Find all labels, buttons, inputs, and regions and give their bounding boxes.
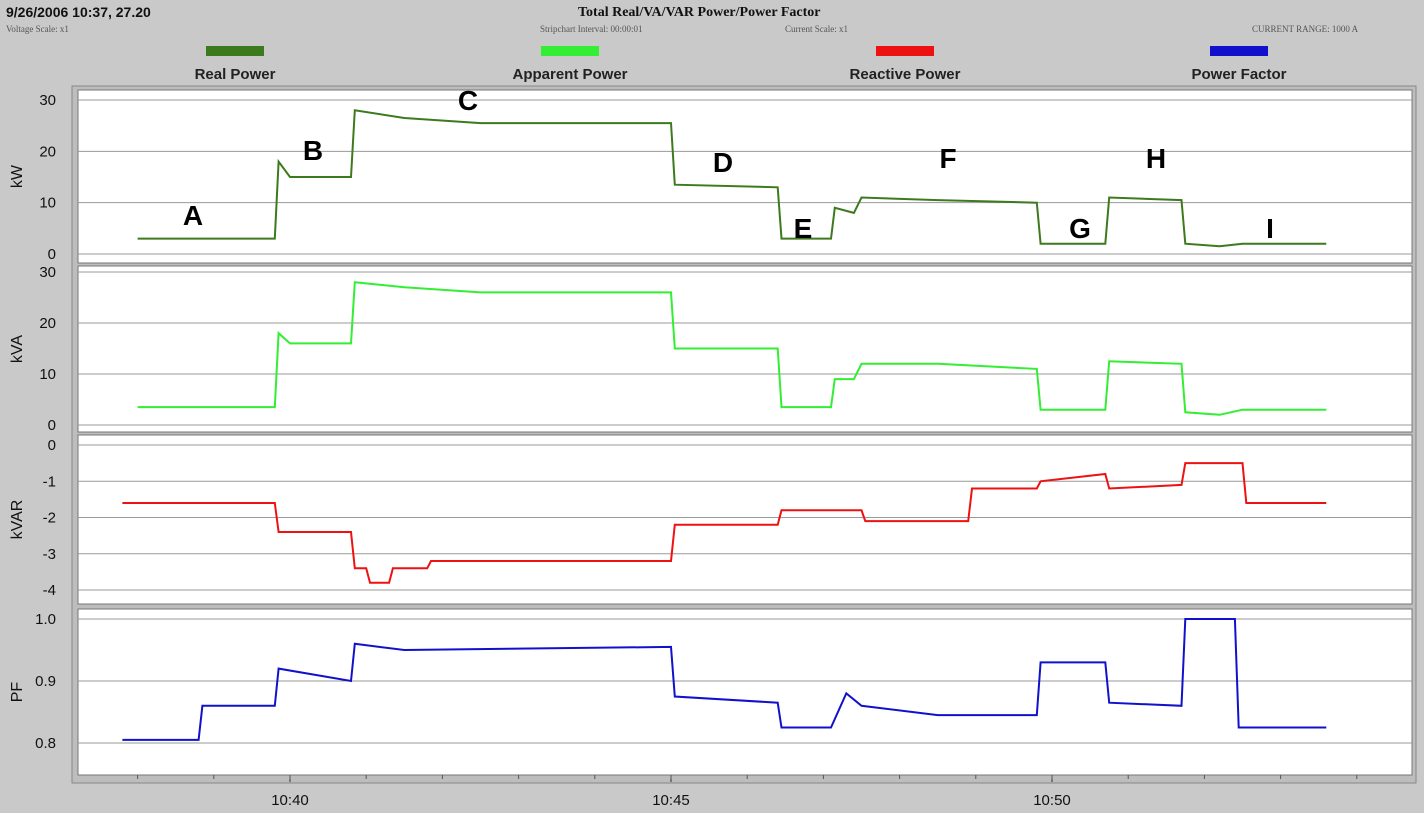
y-tick-label: 20 <box>39 143 56 160</box>
y-axis-title: kW <box>9 164 26 188</box>
y-axis-title: kVA <box>9 335 26 363</box>
annotation-c: C <box>458 85 478 116</box>
legend-label: Power Factor <box>1191 66 1287 83</box>
legend-power-factor: Power Factor <box>1149 46 1329 83</box>
y-tick-label: -4 <box>43 582 56 599</box>
y-tick-label: 10 <box>39 195 56 212</box>
legend-reactive-power: Reactive Power <box>815 46 995 83</box>
y-tick-label: 0 <box>48 246 56 263</box>
legend-swatch <box>206 46 264 56</box>
y-tick-label: 10 <box>39 366 56 383</box>
y-tick-label: 30 <box>39 264 56 281</box>
y-tick-label: 0 <box>48 437 56 454</box>
x-tick-label: 10:40 <box>271 792 309 809</box>
series-line-kvar <box>122 462 1327 584</box>
annotation-b: B <box>303 135 323 166</box>
y-tick-label: -2 <box>43 510 56 527</box>
chart-title: Total Real/VA/VAR Power/Power Factor <box>578 5 821 20</box>
legend-label: Real Power <box>194 66 276 83</box>
legend-swatch <box>541 46 599 56</box>
y-tick-label: 0 <box>48 417 56 434</box>
panel-3-background <box>77 608 1413 776</box>
current-range: CURRENT RANGE: 1000 A <box>1252 24 1359 34</box>
series-line-kva <box>137 281 1327 416</box>
series-line-kw <box>137 109 1327 248</box>
y-tick-label: 20 <box>39 315 56 332</box>
legend-label: Apparent Power <box>512 66 628 83</box>
annotation-f: F <box>939 143 956 174</box>
x-tick-label: 10:50 <box>1033 792 1071 809</box>
y-tick-label: 30 <box>39 92 56 109</box>
stripchart-interval: Stripchart Interval: 00:00:01 <box>540 24 643 34</box>
y-tick-label: 1.0 <box>35 611 56 628</box>
y-tick-label: 0.8 <box>35 735 56 752</box>
annotation-g: G <box>1069 213 1091 244</box>
y-tick-label: 0.9 <box>35 673 56 690</box>
annotation-e: E <box>794 213 813 244</box>
legend-real-power: Real Power <box>145 46 325 83</box>
x-tick-label: 10:45 <box>652 792 690 809</box>
y-axis-title: PF <box>9 682 26 703</box>
current-scale: Current Scale: x1 <box>785 24 848 34</box>
annotation-h: H <box>1146 143 1166 174</box>
series-line-pf <box>122 618 1327 741</box>
legend-swatch <box>876 46 934 56</box>
voltage-scale: Voltage Scale: x1 <box>6 24 69 34</box>
legend-label: Reactive Power <box>849 66 961 83</box>
legend-apparent-power: Apparent Power <box>480 46 660 83</box>
annotation-a: A <box>183 200 203 231</box>
annotation-i: I <box>1266 213 1274 244</box>
legend-swatch <box>1210 46 1268 56</box>
y-tick-label: -3 <box>43 546 56 563</box>
y-axis-title: kVAR <box>9 500 26 540</box>
panel-2-background <box>77 434 1413 605</box>
y-tick-label: -1 <box>43 473 56 490</box>
annotation-d: D <box>713 147 733 178</box>
timestamp: 9/26/2006 10:37, 27.20 <box>6 4 151 20</box>
